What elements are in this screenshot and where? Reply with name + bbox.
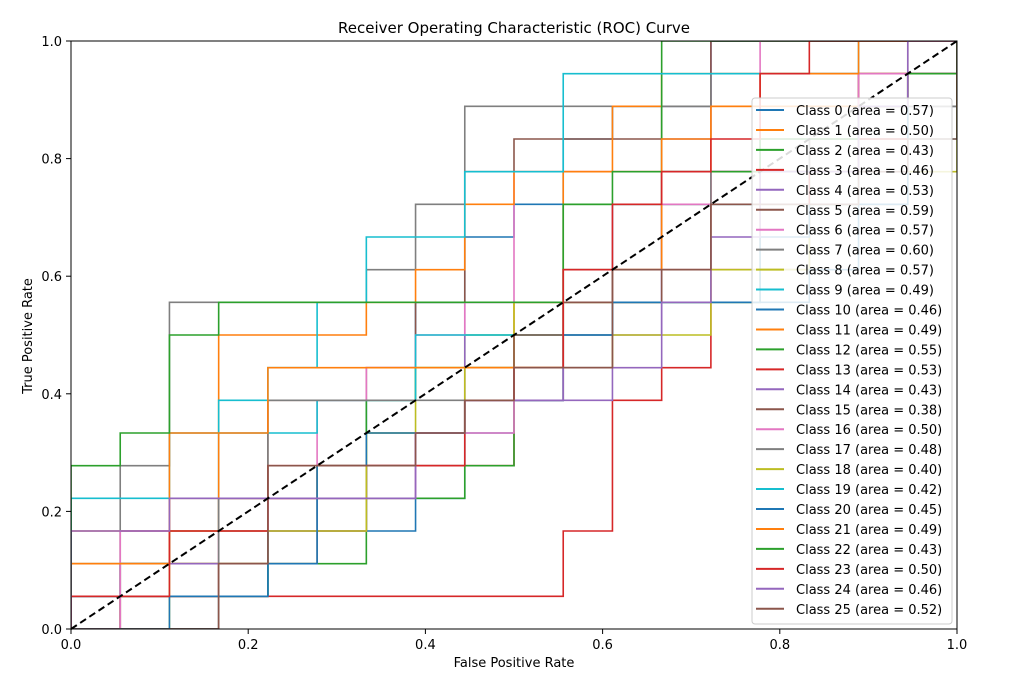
x-tick-label: 0.6 [592, 638, 613, 653]
y-tick-label: 1.0 [41, 35, 62, 50]
axis-ticks: 0.0 0.2 0.4 0.6 0.8 1.0 0.0 0.2 0.4 0.6 0.8 1.0 [41, 35, 967, 653]
legend-entry: Class 23 (area = 0.50) [796, 563, 942, 578]
y-tick-label: 0.8 [41, 153, 62, 168]
chart-title: Receiver Operating Characteristic (ROC) … [338, 19, 690, 37]
legend-entry: Class 9 (area = 0.49) [796, 284, 934, 299]
legend-entry: Class 7 (area = 0.60) [796, 244, 934, 259]
legend-entry: Class 19 (area = 0.42) [796, 483, 942, 498]
y-tick-label: 0.2 [41, 505, 62, 520]
plot-frame [70, 40, 958, 630]
legend-entry: Class 16 (area = 0.50) [796, 423, 942, 438]
legend-entry: Class 3 (area = 0.46) [796, 164, 934, 179]
legend-entry: Class 0 (area = 0.57) [796, 104, 934, 119]
legend-entry: Class 25 (area = 0.52) [796, 603, 942, 618]
legend-entry: Class 12 (area = 0.55) [796, 343, 942, 358]
legend-entry: Class 10 (area = 0.46) [796, 304, 942, 319]
legend-entry: Class 22 (area = 0.43) [796, 543, 942, 558]
x-tick-label: 0.0 [61, 638, 82, 653]
legend: Class 0 (area = 0.57) Class 1 (area = 0.5… [751, 97, 953, 625]
x-tick-label: 0.8 [769, 638, 790, 653]
legend-entry: Class 14 (area = 0.43) [796, 383, 942, 398]
legend-entry: Class 21 (area = 0.49) [796, 523, 942, 538]
y-tick-label: 0.0 [41, 623, 62, 638]
legend-entry: Class 4 (area = 0.53) [796, 184, 934, 199]
legend-box [751, 97, 953, 625]
legend-entry: Class 6 (area = 0.57) [796, 224, 934, 239]
legend-entry: Class 15 (area = 0.38) [796, 403, 942, 418]
legend-entry: Class 24 (area = 0.46) [796, 583, 942, 598]
legend-entry: Class 17 (area = 0.48) [796, 443, 942, 458]
legend-entry: Class 18 (area = 0.40) [796, 463, 942, 478]
legend-entry: Class 13 (area = 0.53) [796, 363, 942, 378]
x-tick-label: 1.0 [947, 638, 968, 653]
x-tick-label: 0.2 [238, 638, 259, 653]
legend-entry: Class 5 (area = 0.59) [796, 204, 934, 219]
x-axis-label: False Positive Rate [454, 656, 575, 671]
legend-entry: Class 8 (area = 0.57) [796, 264, 934, 279]
y-axis-label: True Positive Rate [21, 278, 36, 395]
legend-entry: Class 11 (area = 0.49) [796, 323, 942, 338]
legend-entry: Class 20 (area = 0.45) [796, 503, 942, 518]
legend-entry: Class 2 (area = 0.43) [796, 144, 934, 159]
y-tick-label: 0.4 [41, 388, 62, 403]
legend-entry: Class 1 (area = 0.50) [796, 124, 934, 139]
x-tick-label: 0.4 [415, 638, 436, 653]
y-tick-label: 0.6 [41, 270, 62, 285]
